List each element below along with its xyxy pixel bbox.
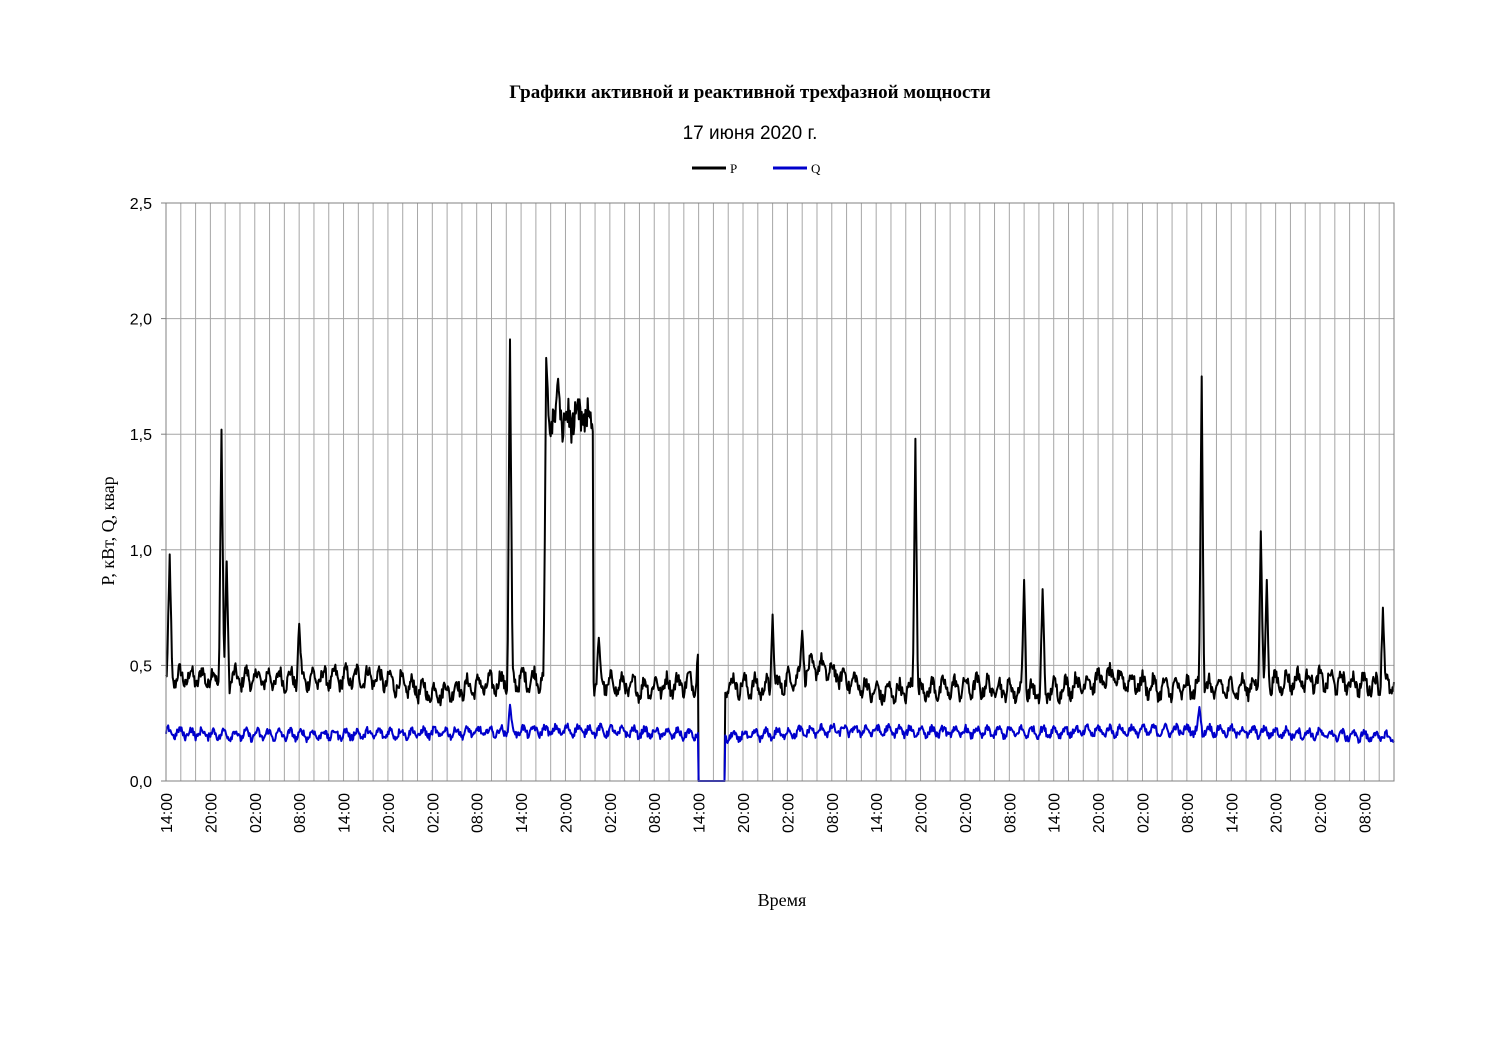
x-tick-label: 02:00 [1135,793,1152,833]
x-tick-label: 02:00 [603,793,620,833]
series-lines [165,338,1395,782]
x-tick-label: 14:00 [159,793,176,833]
y-tick-label: 1,0 [130,543,152,560]
x-tick-label: 14:00 [869,793,886,833]
x-tick-label: 08:00 [292,793,309,833]
x-tick-label: 14:00 [337,793,354,833]
x-tick-label: 14:00 [514,793,531,833]
x-tick-label: 20:00 [558,793,575,833]
legend-label-q: Q [811,161,821,176]
legend-label-p: P [730,161,737,176]
series-line-q [165,703,1395,782]
x-tick-label: 20:00 [914,793,931,833]
grid-lines [166,202,1394,781]
x-tick-label: 08:00 [1002,793,1019,833]
x-tick-label: 08:00 [470,793,487,833]
chart-title: Графики активной и реактивной трехфазной… [509,82,990,103]
x-tick-label: 08:00 [1357,793,1374,833]
x-tick-label: 02:00 [780,793,797,833]
x-tick-label: 20:00 [381,793,398,833]
y-tick-label: 0,5 [130,658,152,675]
x-tick-label: 02:00 [1313,793,1330,833]
x-tick-label: 14:00 [692,793,709,833]
plot-area-border [165,202,1395,782]
x-tick-label: 14:00 [1224,793,1241,833]
y-tick-label: 2,0 [130,312,152,329]
x-tick-label: 14:00 [1047,793,1064,833]
x-tick-label: 20:00 [203,793,220,833]
x-tick-label: 20:00 [1091,793,1108,833]
x-tick-label: 08:00 [825,793,842,833]
y-axis-label: P, кВт, Q, квар [98,476,118,585]
x-tick-label: 02:00 [958,793,975,833]
x-tick-label: 02:00 [248,793,265,833]
y-tick-label: 1,5 [130,427,152,444]
x-axis-label: Время [758,890,807,910]
y-tick-label: 0,0 [130,774,152,791]
legend: P Q [692,161,821,176]
x-axis-ticks: 14:00 20:00 02:00 08:00 14:00 20:00 02:00 08:00… [159,793,1374,833]
x-tick-label: 20:00 [736,793,753,833]
y-axis-ticks: 0,0 0,5 1,0 1,5 2,0 2,5 [130,196,166,791]
x-tick-label: 08:00 [647,793,664,833]
y-tick-label: 2,5 [130,196,152,213]
x-tick-label: 02:00 [425,793,442,833]
x-tick-label: 08:00 [1180,793,1197,833]
chart-subtitle: 17 июня 2020 г. [683,123,818,144]
x-tick-label: 20:00 [1269,793,1286,833]
series-line-p [165,338,1395,782]
